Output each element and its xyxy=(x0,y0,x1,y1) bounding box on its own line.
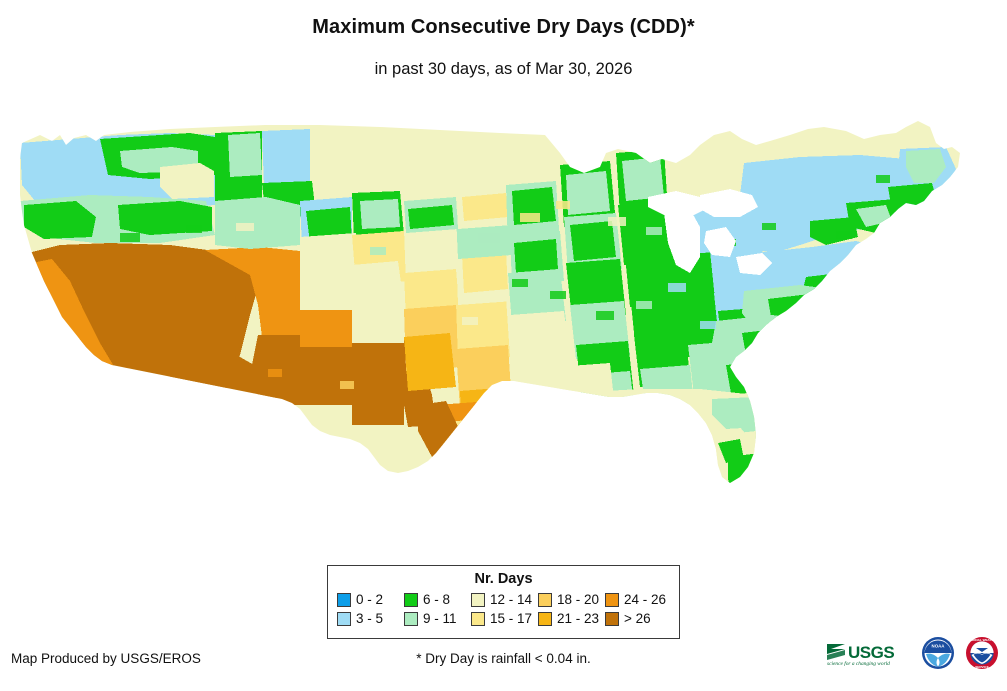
legend-item-18-20[interactable]: 18 - 20 xyxy=(538,591,603,608)
map-credit: Map Produced by USGS/EROS xyxy=(11,651,201,666)
legend-column-4: 18 - 20 21 - 23 xyxy=(538,591,603,627)
svg-text:USGS: USGS xyxy=(848,643,894,662)
legend-label: 6 - 8 xyxy=(423,591,451,607)
legend-item-15-17[interactable]: 15 - 17 xyxy=(471,610,536,627)
legend-swatch-icon xyxy=(337,611,351,626)
legend-column-2: 6 - 8 9 - 11 xyxy=(404,591,469,627)
legend-title: Nr. Days xyxy=(474,571,533,587)
svg-text:science for a changing world: science for a changing world xyxy=(827,660,890,667)
legend-label: 21 - 23 xyxy=(557,610,600,626)
legend-column-3: 12 - 14 15 - 17 xyxy=(471,591,536,627)
legend-swatch-icon xyxy=(337,592,351,607)
legend-item-9-11[interactable]: 9 - 11 xyxy=(404,610,469,627)
legend-swatch-icon xyxy=(471,611,485,626)
cdd-choropleth-map xyxy=(0,105,1007,560)
legend-label: 12 - 14 xyxy=(490,591,533,607)
legend-grid: 0 - 2 3 - 5 6 - 8 9 - 11 12 - 14 xyxy=(328,591,679,627)
legend-swatch-icon xyxy=(471,592,485,607)
map-footnote: * Dry Day is rainfall < 0.04 in. xyxy=(416,651,591,666)
legend-column-1: 0 - 2 3 - 5 xyxy=(337,591,402,627)
legend-swatch-icon xyxy=(538,611,552,626)
legend-swatch-icon xyxy=(605,592,619,607)
legend-label: 3 - 5 xyxy=(356,610,384,626)
map-svg xyxy=(0,105,960,483)
great-lakes xyxy=(648,189,772,275)
legend-item-24-26[interactable]: 24 - 26 xyxy=(605,591,670,608)
legend-item-3-5[interactable]: 3 - 5 xyxy=(337,610,402,627)
legend-label: 24 - 26 xyxy=(624,591,667,607)
svg-text:SERVICE: SERVICE xyxy=(975,665,989,669)
cdd-raster-layer xyxy=(20,121,960,483)
legend-swatch-icon xyxy=(538,592,552,607)
legend-item-gt-26[interactable]: > 26 xyxy=(605,610,670,627)
page-subtitle: in past 30 days, as of Mar 30, 2026 xyxy=(374,60,633,78)
legend-item-6-8[interactable]: 6 - 8 xyxy=(404,591,469,608)
noaa-logo[interactable]: NOAA xyxy=(921,636,955,670)
legend-label: 18 - 20 xyxy=(557,591,600,607)
svg-text:NOAA: NOAA xyxy=(932,644,946,649)
legend-item-21-23[interactable]: 21 - 23 xyxy=(538,610,603,627)
legend-item-0-2[interactable]: 0 - 2 xyxy=(337,591,402,608)
page-title: Maximum Consecutive Dry Days (CDD)* xyxy=(312,16,695,38)
legend-label: 9 - 11 xyxy=(423,610,457,626)
legend-label: 0 - 2 xyxy=(356,591,384,607)
svg-text:NATIONAL WEATHER: NATIONAL WEATHER xyxy=(966,638,999,642)
legend-label: > 26 xyxy=(624,610,651,626)
legend-label: 15 - 17 xyxy=(490,610,533,626)
nws-logo[interactable]: NATIONAL WEATHER SERVICE xyxy=(965,636,999,670)
legend-swatch-icon xyxy=(404,611,418,626)
map-legend: Nr. Days 0 - 2 3 - 5 6 - 8 9 - 11 xyxy=(327,565,680,639)
legend-column-5: 24 - 26 > 26 xyxy=(605,591,670,627)
legend-swatch-icon xyxy=(404,592,418,607)
agency-logos: USGS science for a changing world NOAA N… xyxy=(825,636,999,670)
legend-swatch-icon xyxy=(605,611,619,626)
usgs-logo[interactable]: USGS science for a changing world xyxy=(825,639,911,667)
legend-item-12-14[interactable]: 12 - 14 xyxy=(471,591,536,608)
